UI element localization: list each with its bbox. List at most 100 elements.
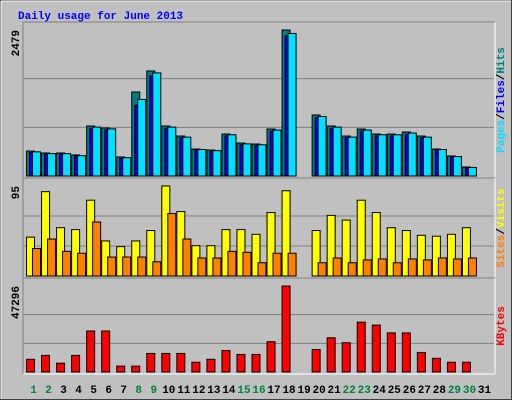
x-tick-label: 14 xyxy=(222,385,236,397)
bar xyxy=(407,258,417,277)
x-tick-label: 9 xyxy=(150,385,157,397)
bar xyxy=(452,156,462,177)
bar xyxy=(287,252,297,277)
bar xyxy=(131,365,141,373)
bar xyxy=(461,227,471,277)
bar xyxy=(467,166,477,177)
legend-entry: KBytes xyxy=(496,306,508,346)
bar xyxy=(281,190,291,277)
bar xyxy=(416,351,426,373)
bar xyxy=(386,227,396,277)
bar xyxy=(257,262,267,277)
legend-entry: Pages xyxy=(496,120,508,153)
bar xyxy=(77,252,87,277)
bar xyxy=(26,358,36,373)
bar xyxy=(62,250,72,277)
bar xyxy=(191,361,201,373)
bar xyxy=(362,259,372,277)
x-tick-label: 16 xyxy=(252,385,265,397)
bar xyxy=(116,365,126,373)
x-tick-label: 3 xyxy=(60,385,67,397)
legend-entry: Visits xyxy=(496,188,508,228)
bar xyxy=(347,136,357,177)
x-tick-label: 25 xyxy=(388,385,402,397)
x-tick-label: 30 xyxy=(463,385,476,397)
bar xyxy=(101,330,111,373)
bar xyxy=(407,132,417,177)
x-tick-label: 23 xyxy=(358,385,372,397)
bar xyxy=(251,353,261,373)
bar xyxy=(311,230,321,277)
bar xyxy=(107,256,117,277)
bar xyxy=(281,285,291,373)
bar xyxy=(401,230,411,277)
x-tick-label: 27 xyxy=(418,385,431,397)
bar xyxy=(326,337,336,373)
legend-separator: / xyxy=(496,113,508,120)
bar xyxy=(272,129,282,177)
bar xyxy=(416,234,426,277)
legend: Sites/Visits xyxy=(496,188,508,267)
bar xyxy=(386,332,396,373)
bar xyxy=(377,258,387,277)
bar xyxy=(41,191,51,277)
bar xyxy=(257,144,267,177)
legend: Pages/Files/Hits xyxy=(496,47,508,153)
bar xyxy=(446,361,456,373)
bar xyxy=(467,257,477,277)
bar xyxy=(431,357,441,373)
bar xyxy=(32,151,42,177)
bar xyxy=(242,251,252,277)
bar xyxy=(437,148,447,177)
y-tick-label: 95 xyxy=(11,186,23,200)
bar xyxy=(197,148,207,177)
bar xyxy=(356,199,366,277)
x-tick-label: 28 xyxy=(433,385,447,397)
bar xyxy=(137,256,147,277)
y-tick-label: 2479 xyxy=(11,30,23,56)
bar xyxy=(356,321,366,373)
bar xyxy=(221,350,231,373)
x-tick-label: 10 xyxy=(162,385,175,397)
bar xyxy=(206,358,216,373)
legend-entry: Files xyxy=(496,80,508,113)
legend-separator: / xyxy=(496,228,508,235)
bar xyxy=(122,157,132,177)
bar xyxy=(152,72,162,177)
x-tick-label: 20 xyxy=(313,385,326,397)
chart-title: Daily usage for June 2013 xyxy=(18,11,183,23)
bar xyxy=(401,332,411,373)
x-tick-label: 26 xyxy=(403,385,416,397)
bar xyxy=(422,136,432,177)
x-tick-label: 24 xyxy=(373,385,387,397)
x-tick-label: 12 xyxy=(192,385,205,397)
bar xyxy=(422,259,432,277)
bar xyxy=(92,221,102,277)
bar xyxy=(71,354,81,373)
bar xyxy=(47,238,57,277)
bar xyxy=(461,361,471,373)
x-tick-label: 5 xyxy=(90,385,97,397)
bar xyxy=(272,252,282,277)
bar xyxy=(347,262,357,277)
bar xyxy=(377,134,387,177)
bar xyxy=(326,214,336,277)
bar xyxy=(392,262,402,277)
bar xyxy=(287,32,297,177)
bar xyxy=(77,155,87,177)
x-tick-label: 8 xyxy=(135,385,142,397)
bar xyxy=(236,353,246,373)
bar xyxy=(266,341,276,373)
bar xyxy=(227,250,237,277)
bar xyxy=(212,257,222,277)
legend-separator: / xyxy=(496,73,508,80)
bar xyxy=(47,153,57,177)
x-tick-label: 21 xyxy=(328,385,342,397)
x-tick-label: 31 xyxy=(478,385,492,397)
bar xyxy=(62,153,72,177)
x-tick-label: 19 xyxy=(297,385,310,397)
bar xyxy=(392,134,402,177)
bar xyxy=(182,136,192,177)
x-tick-label: 13 xyxy=(207,385,221,397)
legend: KBytes xyxy=(496,306,508,346)
